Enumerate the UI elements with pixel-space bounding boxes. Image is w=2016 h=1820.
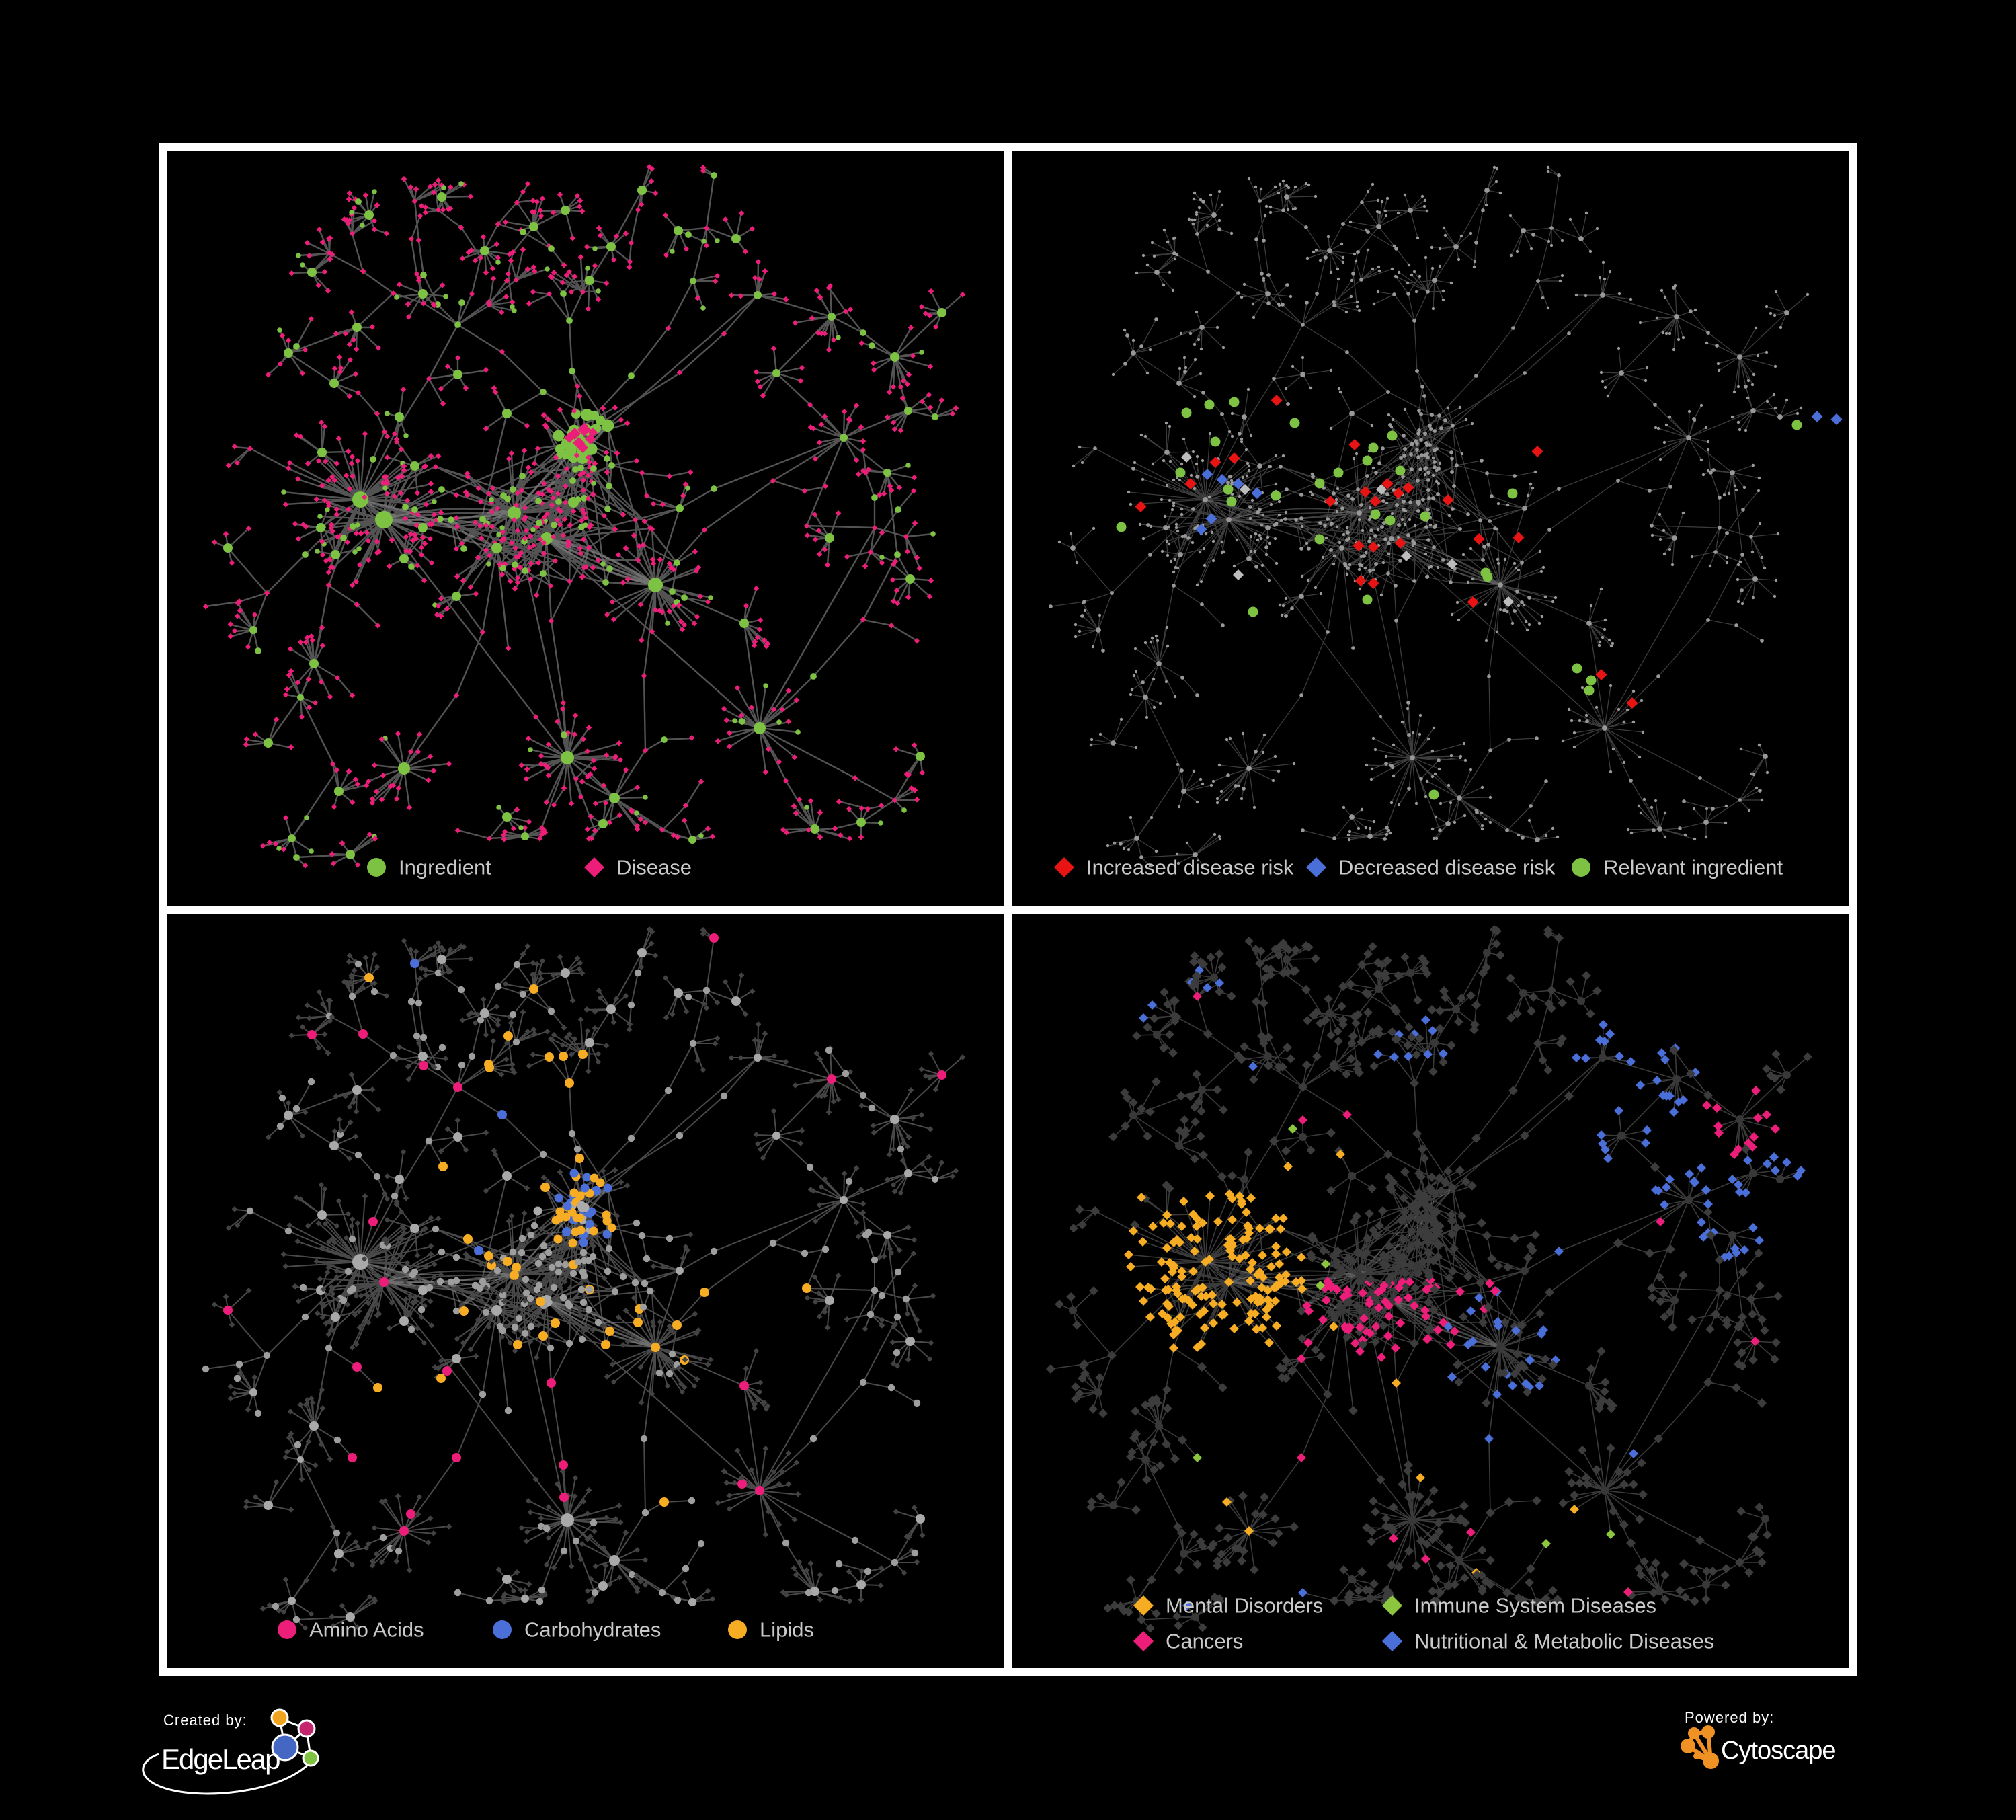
svg-text:Relevant ingredient: Relevant ingredient bbox=[1603, 856, 1783, 879]
svg-text:EdgeLeap: EdgeLeap bbox=[161, 1743, 280, 1775]
svg-text:Cancers: Cancers bbox=[1166, 1630, 1243, 1653]
svg-text:Amino Acids: Amino Acids bbox=[309, 1618, 424, 1642]
svg-text:Disease: Disease bbox=[616, 856, 692, 879]
svg-text:Increased disease risk: Increased disease risk bbox=[1086, 856, 1294, 879]
svg-text:Lipids: Lipids bbox=[760, 1618, 814, 1642]
svg-text:Powered by:: Powered by: bbox=[1685, 1709, 1774, 1726]
svg-text:Ingredient: Ingredient bbox=[399, 856, 491, 879]
svg-text:Nutritional & Metabolic Diseas: Nutritional & Metabolic Diseases bbox=[1414, 1630, 1714, 1653]
svg-text:Cytoscape: Cytoscape bbox=[1721, 1737, 1836, 1765]
svg-text:Mental Disorders: Mental Disorders bbox=[1166, 1594, 1323, 1618]
svg-text:Immune System Diseases: Immune System Diseases bbox=[1414, 1594, 1656, 1618]
svg-text:Carbohydrates: Carbohydrates bbox=[524, 1618, 661, 1642]
svg-text:Decreased disease risk: Decreased disease risk bbox=[1338, 856, 1556, 879]
svg-text:Created by:: Created by: bbox=[163, 1712, 247, 1729]
